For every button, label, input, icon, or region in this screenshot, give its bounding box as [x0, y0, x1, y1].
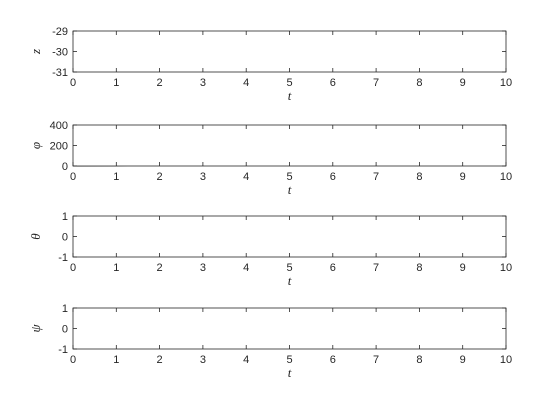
- x-tick-label: 2: [157, 262, 163, 274]
- x-tick-label: 1: [113, 262, 119, 274]
- x-tick-label: 0: [70, 77, 76, 89]
- x-tick-label: 8: [416, 262, 422, 274]
- x-tick-label: 2: [157, 171, 163, 183]
- x-tick-label: 10: [500, 354, 512, 366]
- x-tick-label: 1: [113, 77, 119, 89]
- x-tick-label: 9: [460, 354, 466, 366]
- x-tick-label: 9: [460, 77, 466, 89]
- x-tick-label: 7: [373, 171, 379, 183]
- x-tick-label: 3: [200, 171, 206, 183]
- y-tick-label: -1: [58, 252, 68, 264]
- x-tick-label: 3: [200, 262, 206, 274]
- x-tick-label: 7: [373, 354, 379, 366]
- x-tick-label: 5: [286, 262, 292, 274]
- x-tick-label: 4: [243, 262, 249, 274]
- axes-frame: [72, 124, 507, 167]
- x-tick-label: 6: [330, 262, 336, 274]
- y-tick-label: -29: [52, 26, 68, 38]
- axes-frame: [72, 30, 507, 73]
- y-tick-label: 0: [62, 232, 68, 244]
- x-tick-label: 6: [330, 354, 336, 366]
- x-tick-label: 6: [330, 171, 336, 183]
- x-tick-label: 10: [500, 77, 512, 89]
- subplot-1: 0 1 2 3 4 5 6 7 8 9 10 -31 -30 -29 t z: [28, 26, 512, 103]
- x-axis-label: t: [288, 88, 292, 103]
- x-tick-label: 4: [243, 77, 249, 89]
- x-tick-label: 8: [416, 77, 422, 89]
- subplot-2: 0 1 2 3 4 5 6 7 8 9 10 0 200 400 t φ: [28, 120, 512, 197]
- y-tick-label: 400: [50, 120, 68, 132]
- y-tick-label: 200: [50, 141, 68, 153]
- y-tick-label: 1: [62, 303, 68, 315]
- x-tick-label: 3: [200, 354, 206, 366]
- x-tick-label: 5: [286, 354, 292, 366]
- y-axis-label: z: [28, 49, 43, 55]
- y-axis-label: φ: [28, 142, 43, 149]
- x-tick-label: 3: [200, 77, 206, 89]
- y-tick-label: 1: [62, 211, 68, 223]
- y-tick-label: 0: [62, 324, 68, 336]
- x-tick-label: 6: [330, 77, 336, 89]
- x-tick-label: 8: [416, 171, 422, 183]
- x-tick-label: 4: [243, 354, 249, 366]
- x-tick-label: 7: [373, 262, 379, 274]
- x-tick-label: 8: [416, 354, 422, 366]
- x-tick-label: 10: [500, 262, 512, 274]
- x-tick-label: 2: [157, 77, 163, 89]
- y-tick-label: -1: [58, 344, 68, 356]
- y-tick-label: -30: [52, 47, 68, 59]
- x-tick-label: 0: [70, 262, 76, 274]
- x-tick-label: 7: [373, 77, 379, 89]
- y-tick-label: -31: [52, 67, 68, 79]
- x-tick-label: 0: [70, 171, 76, 183]
- x-tick-label: 0: [70, 354, 76, 366]
- x-tick-label: 9: [460, 171, 466, 183]
- x-tick-label: 5: [286, 171, 292, 183]
- x-tick-label: 5: [286, 77, 292, 89]
- x-axis-label: t: [288, 182, 292, 197]
- x-axis-label: t: [288, 365, 292, 380]
- x-tick-label: 1: [113, 171, 119, 183]
- x-tick-label: 4: [243, 171, 249, 183]
- y-axis-label: θ: [28, 233, 43, 240]
- y-axis-label: ψ: [28, 324, 43, 333]
- x-tick-label: 2: [157, 354, 163, 366]
- x-tick-label: 10: [500, 171, 512, 183]
- x-tick-label: 9: [460, 262, 466, 274]
- axes-frame: [72, 215, 507, 258]
- x-tick-label: 1: [113, 354, 119, 366]
- y-tick-label: 0: [62, 161, 68, 173]
- axes-frame: [72, 307, 507, 350]
- x-axis-label: t: [288, 273, 292, 288]
